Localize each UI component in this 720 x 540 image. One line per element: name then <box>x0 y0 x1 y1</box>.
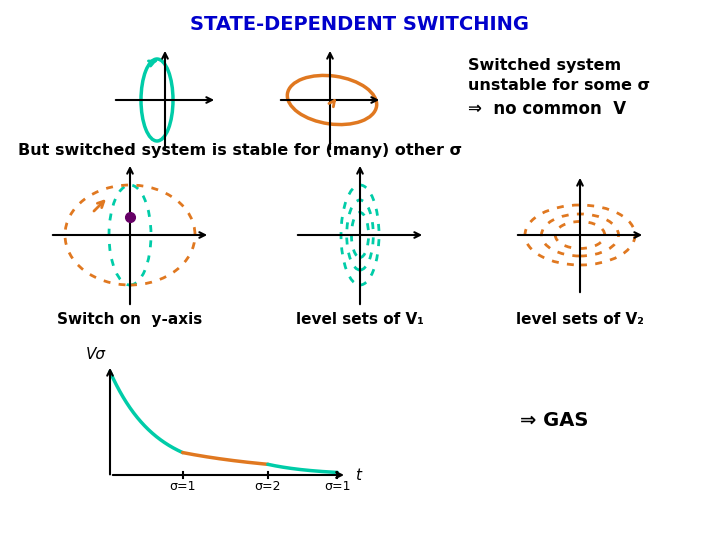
Text: t: t <box>355 468 361 483</box>
Text: Switch on  y-axis: Switch on y-axis <box>58 312 202 327</box>
Text: ⇒ GAS: ⇒ GAS <box>520 410 588 429</box>
Text: Vσ: Vσ <box>86 347 106 362</box>
Text: level sets of V₁: level sets of V₁ <box>296 312 424 327</box>
Text: σ=1: σ=1 <box>169 480 196 493</box>
Text: STATE-DEPENDENT SWITCHING: STATE-DEPENDENT SWITCHING <box>191 15 529 34</box>
Text: ⇒  no common  V: ⇒ no common V <box>468 100 626 118</box>
Text: But switched system is stable for (many) other σ: But switched system is stable for (many)… <box>18 143 462 158</box>
Text: Switched system: Switched system <box>468 58 621 73</box>
Text: σ=2: σ=2 <box>255 480 281 493</box>
Text: unstable for some σ: unstable for some σ <box>468 78 650 93</box>
Text: σ=1: σ=1 <box>324 480 351 493</box>
Text: level sets of V₂: level sets of V₂ <box>516 312 644 327</box>
